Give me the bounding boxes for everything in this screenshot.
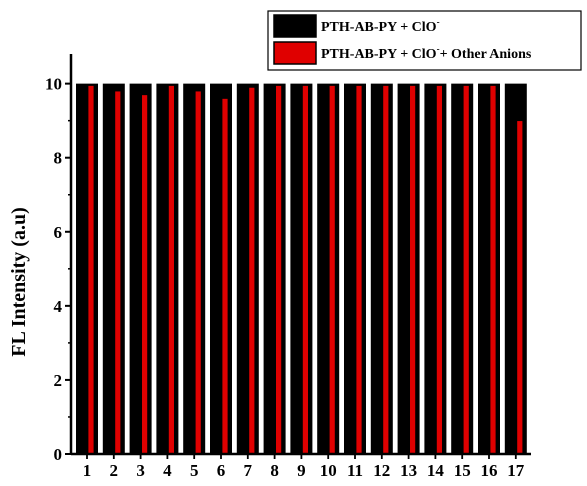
bar-series1-14 <box>424 83 447 454</box>
bar-series2-2 <box>114 90 122 455</box>
bar-series2-4 <box>167 85 175 455</box>
x-tick-label: 17 <box>507 461 525 480</box>
bar-series2-3 <box>141 94 149 455</box>
bar-series1-10 <box>317 83 340 454</box>
bar-series1-8 <box>263 83 286 454</box>
x-tick-label: 7 <box>244 461 253 480</box>
x-tick-label: 3 <box>136 461 145 480</box>
x-tick-label: 15 <box>454 461 471 480</box>
bar-series1-3 <box>129 83 152 454</box>
y-axis-title: FL Intensity (a.u) <box>8 207 30 356</box>
bar-series1-15 <box>451 83 474 454</box>
bar-series2-10 <box>328 85 336 455</box>
bar-series2-17 <box>516 120 524 455</box>
bar-series1-6 <box>210 83 232 454</box>
bar-series1-5 <box>183 83 206 454</box>
bar-series2-14 <box>435 85 443 455</box>
bar-series1-7 <box>236 83 259 454</box>
x-tick-label: 8 <box>270 461 279 480</box>
x-tick-label: 4 <box>163 461 172 480</box>
bar-series2-13 <box>409 85 417 455</box>
x-tick-label: 9 <box>297 461 306 480</box>
y-tick-label: 8 <box>54 149 63 168</box>
bar-series2-12 <box>382 85 390 455</box>
bar-series1-1 <box>76 83 98 454</box>
bar-series2-8 <box>275 85 283 455</box>
y-tick-label: 6 <box>54 223 63 242</box>
bar-series1-17 <box>504 83 527 454</box>
bar-series2-7 <box>248 86 256 455</box>
bar-series2-1 <box>87 85 95 455</box>
x-tick-label: 2 <box>110 461 119 480</box>
legend: PTH-AB-PY + ClO- PTH-AB-PY + ClO-+ Other … <box>267 10 582 71</box>
y-tick-label: 10 <box>45 75 62 94</box>
x-tick-label: 16 <box>481 461 498 480</box>
bar-series2-11 <box>355 85 363 455</box>
bar-series1-13 <box>397 83 420 454</box>
x-tick-label: 6 <box>217 461 226 480</box>
x-tick-label: 12 <box>373 461 390 480</box>
bars-layer <box>76 83 527 455</box>
x-tick-label: 13 <box>400 461 417 480</box>
y-tick-label: 2 <box>54 371 63 390</box>
bar-series1-12 <box>370 83 393 454</box>
legend-box <box>267 10 582 71</box>
y-ticks: 0 2 4 6 8 10 <box>45 75 71 464</box>
bar-series2-5 <box>194 90 202 455</box>
bar-series1-9 <box>290 83 313 454</box>
y-tick-label: 4 <box>54 297 63 316</box>
x-tick-label: 11 <box>347 461 363 480</box>
x-tick-label: 10 <box>320 461 337 480</box>
bar-series2-15 <box>462 85 470 455</box>
bar-series2-9 <box>301 85 309 455</box>
legend-label-2: PTH-AB-PY + ClO-+ Other Anions <box>321 44 532 62</box>
bar-series1-2 <box>102 83 125 454</box>
x-tick-label: 1 <box>83 461 92 480</box>
bar-series2-16 <box>489 85 497 455</box>
bar-series1-4 <box>156 83 179 454</box>
x-tick-label: 5 <box>190 461 199 480</box>
legend-swatch-2 <box>273 41 317 65</box>
x-tick-label: 14 <box>427 461 445 480</box>
legend-swatch-1 <box>273 14 317 38</box>
bar-series2-6 <box>221 98 229 455</box>
x-ticks: 1 2 3 4 5 6 7 8 9 10 11 12 13 14 15 16 17 <box>83 454 525 480</box>
bar-series1-11 <box>344 83 366 454</box>
legend-label-1: PTH-AB-PY + ClO- <box>321 17 440 35</box>
y-tick-label: 0 <box>54 445 63 464</box>
bar-series1-16 <box>478 83 500 454</box>
